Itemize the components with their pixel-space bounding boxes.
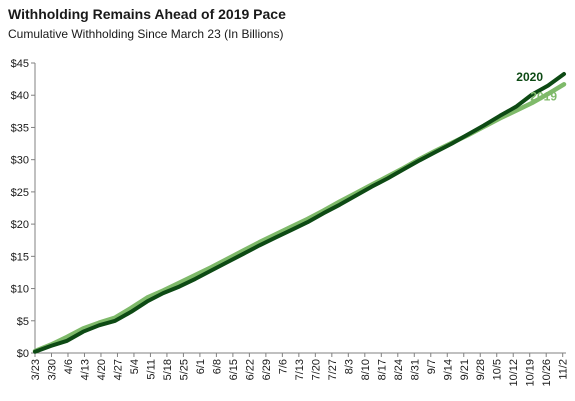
axes: $0 $5 $10 $15 $20 $25 $30 $35 $40 $45 3/23 3/30 4/6 4…: [11, 58, 570, 387]
x-tick-label: 7/20: [310, 359, 322, 380]
x-tick-label: 5/18: [162, 359, 174, 380]
x-tick-label: 6/15: [228, 359, 240, 380]
x-tick-label: 7/6: [277, 359, 289, 374]
x-tick-label: 8/10: [360, 359, 372, 380]
x-tick-label: 4/27: [112, 359, 124, 380]
x-tick-label: 3/30: [46, 359, 58, 380]
y-tick-label: $25: [11, 187, 29, 199]
y-tick-label: $5: [17, 316, 29, 328]
x-tick-label: 7/27: [327, 359, 339, 380]
x-tick-label: 10/26: [541, 359, 553, 387]
x-tick-label: 4/6: [63, 359, 75, 374]
x-tick-label: 9/28: [475, 359, 487, 380]
x-tick-label: 11/2: [558, 359, 570, 380]
x-tick-label: 9/7: [426, 359, 438, 374]
x-tick-label: 8/24: [393, 359, 405, 380]
y-tick-label: $10: [11, 284, 29, 296]
x-tick-label: 8/17: [376, 359, 388, 380]
x-tick-label: 9/14: [442, 359, 454, 380]
x-tick-label: 10/19: [525, 359, 537, 387]
x-tick-label: 5/25: [178, 359, 190, 380]
y-tick-label: $30: [11, 155, 29, 167]
x-tick-label: 4/20: [96, 359, 108, 380]
x-tick-label: 10/12: [508, 359, 520, 387]
series-lines: [32, 72, 567, 354]
chart-title: Withholding Remains Ahead of 2019 Pace: [8, 6, 286, 22]
x-tick-label: 8/31: [409, 359, 421, 380]
x-tick-label: 6/1: [195, 359, 207, 374]
y-tick-label: $20: [11, 219, 29, 231]
x-tick-label: 6/22: [244, 359, 256, 380]
y-tick-label: $15: [11, 251, 29, 263]
x-tick-label: 8/3: [343, 359, 355, 374]
x-tick-label: 5/11: [145, 359, 157, 380]
series-line-2020: [33, 72, 566, 354]
series-labels: 2020 2019: [516, 70, 557, 103]
series-label-2019: 2019: [530, 89, 557, 103]
x-tick-label: 9/21: [459, 359, 471, 380]
y-tick-label: $35: [11, 122, 29, 134]
x-tick-label: 10/5: [492, 359, 504, 380]
y-tick-label: $0: [17, 348, 29, 360]
series-label-2020: 2020: [516, 70, 543, 84]
x-tick-label: 6/29: [261, 359, 273, 380]
y-tick-label: $45: [11, 58, 29, 70]
chart-subtitle: Cumulative Withholding Since March 23 (I…: [8, 27, 284, 41]
x-tick-label: 7/13: [294, 359, 306, 380]
y-tick-label: $40: [11, 90, 29, 102]
x-tick-label: 4/13: [79, 359, 91, 380]
x-tick-label: 6/8: [211, 359, 223, 374]
x-tick-label: 5/4: [129, 359, 141, 374]
x-tick-label: 3/23: [30, 359, 42, 380]
